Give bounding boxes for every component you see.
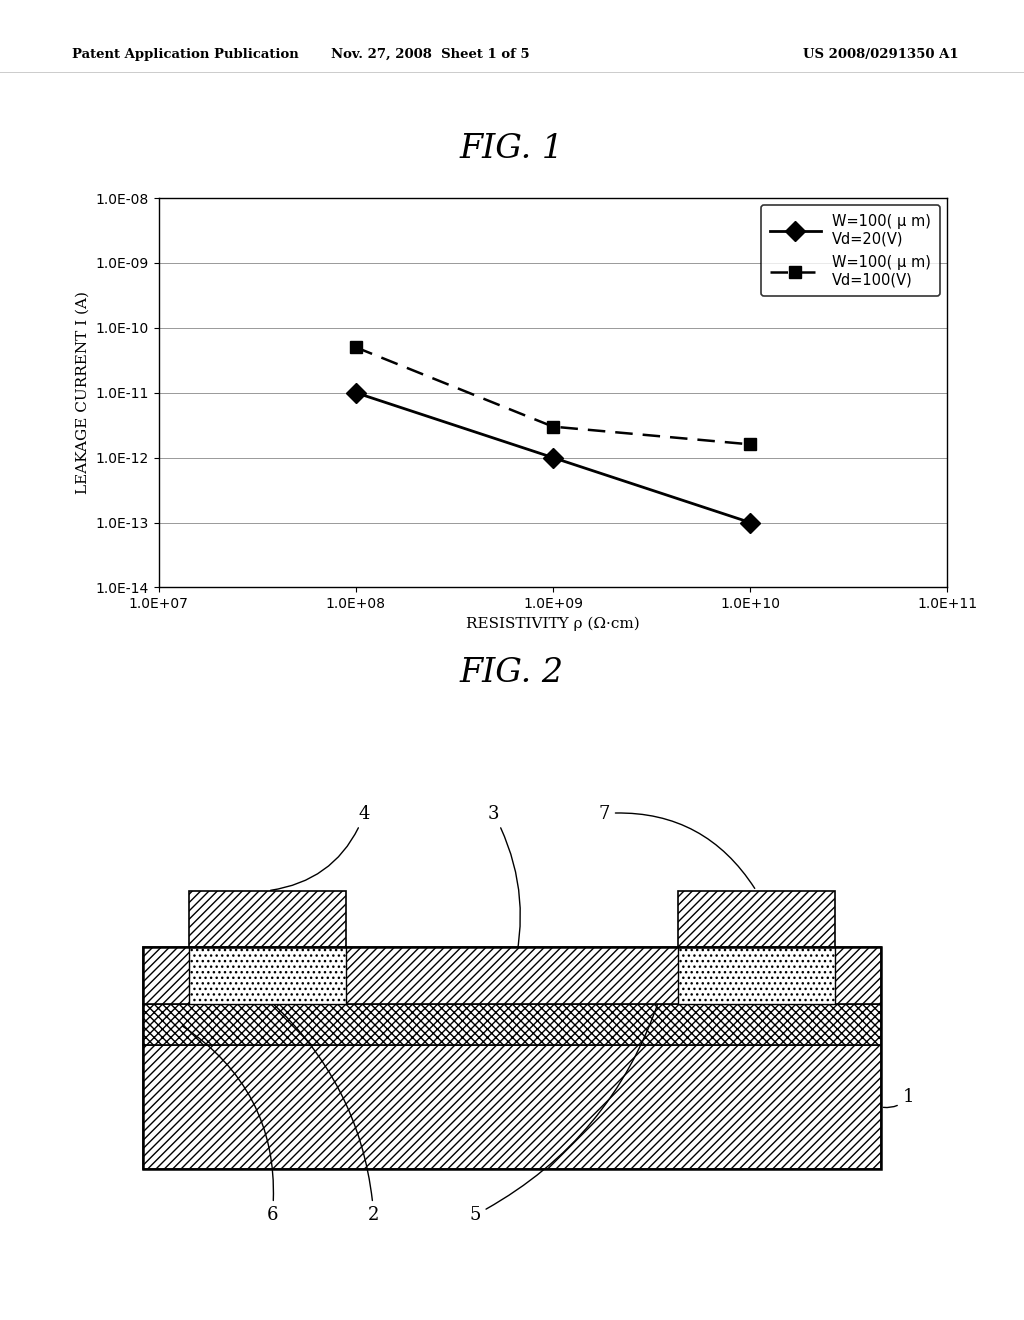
Bar [143, 948, 881, 1168]
FancyBboxPatch shape [189, 891, 346, 948]
Text: FIG. 1: FIG. 1 [460, 132, 564, 165]
Bar [143, 1045, 881, 1168]
Bar [143, 1005, 881, 1045]
Bar [678, 948, 835, 1005]
Bar [143, 1005, 881, 1045]
W=100( μ m)
Vd=20(V) [349, 385, 361, 401]
Text: US 2008/0291350 A1: US 2008/0291350 A1 [803, 49, 958, 61]
Legend: W=100( μ m)
Vd=20(V), W=100( μ m)
Vd=100(V): W=100( μ m) Vd=20(V), W=100( μ m) Vd=100… [761, 206, 940, 297]
Text: 7: 7 [598, 804, 755, 888]
Text: Nov. 27, 2008  Sheet 1 of 5: Nov. 27, 2008 Sheet 1 of 5 [331, 49, 529, 61]
W=100( μ m)
Vd=20(V) [547, 450, 559, 466]
Bar [189, 948, 346, 1005]
W=100( μ m)
Vd=100(V) [349, 339, 361, 355]
Y-axis label: LEAKAGE CURRENT I (A): LEAKAGE CURRENT I (A) [76, 292, 90, 494]
Text: Patent Application Publication: Patent Application Publication [72, 49, 298, 61]
Text: 1: 1 [884, 1088, 914, 1107]
W=100( μ m)
Vd=100(V) [743, 437, 756, 453]
Text: 6: 6 [182, 1026, 279, 1224]
Text: FIG. 2: FIG. 2 [460, 657, 564, 689]
W=100( μ m)
Vd=100(V) [547, 418, 559, 434]
Bar [143, 1045, 881, 1168]
Text: 2: 2 [270, 1001, 380, 1224]
Bar [143, 948, 881, 1005]
X-axis label: RESISTIVITY ρ (Ω·cm): RESISTIVITY ρ (Ω·cm) [466, 616, 640, 631]
W=100( μ m)
Vd=20(V) [743, 515, 756, 531]
Bar [189, 948, 346, 1005]
Bar [189, 891, 346, 948]
Bar [678, 891, 835, 948]
Line: W=100( μ m)
Vd=20(V): W=100( μ m) Vd=20(V) [349, 385, 757, 529]
Text: 4: 4 [270, 804, 371, 891]
Bar [143, 948, 881, 1005]
Bar [678, 891, 835, 948]
Bar [678, 948, 835, 1005]
Text: 3: 3 [487, 804, 520, 973]
Text: 5: 5 [469, 1002, 658, 1224]
Line: W=100( μ m)
Vd=100(V): W=100( μ m) Vd=100(V) [349, 341, 757, 450]
